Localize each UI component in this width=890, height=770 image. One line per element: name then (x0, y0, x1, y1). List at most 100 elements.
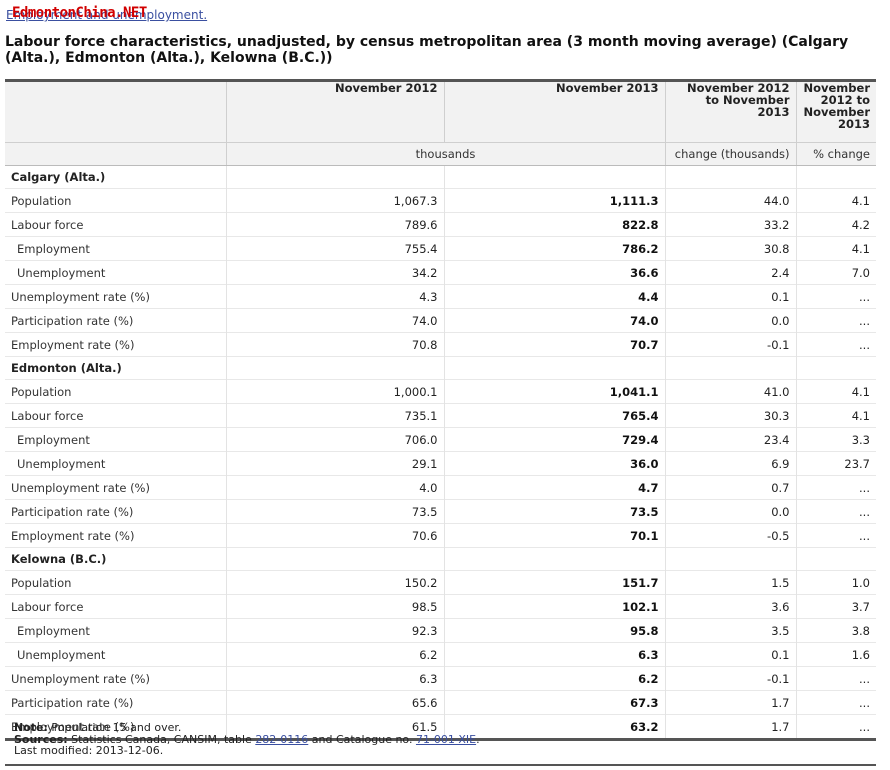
cell-nov-2012: 706.0 (225, 427, 444, 452)
cell-change: 0.0 (664, 499, 796, 524)
row-label: Participation rate (%) (5, 308, 226, 333)
cell-change: 1.7 (664, 714, 796, 741)
table-row: Participation rate (%) 65.6 67.3 1.7... (5, 690, 876, 715)
cell-nov-2013: 74.0 (443, 308, 665, 333)
note-label: Note: (14, 721, 48, 734)
footnote: Note: Population 15 and over. Sources: S… (14, 722, 480, 757)
table-row: Employment rate (%) 70.6 70.1 -0.5... (5, 523, 876, 548)
cell-nov-2012: 755.4 (225, 236, 444, 261)
breadcrumb-link[interactable]: Employment and unemployment. (6, 8, 208, 22)
row-label: Labour force (5, 403, 226, 428)
table-row: Unemployment rate (%) 4.3 4.4 0.1... (5, 284, 876, 309)
cell-nov-2012: 34.2 (225, 260, 444, 285)
catalogue-link[interactable]: 71-001-XIE (415, 732, 477, 746)
row-label: Employment rate (%) (5, 332, 226, 357)
units-row: thousands change (thousands) % change (5, 142, 876, 166)
table-row: Unemployment 34.2 36.6 2.4 7.0 (5, 260, 876, 285)
cell-nov-2013: 786.2 (443, 236, 665, 261)
sources-label: Sources: (14, 732, 68, 746)
cell-nov-2013: 67.3 (443, 690, 665, 715)
cell-change: 41.0 (664, 379, 796, 404)
cell-change: 0.1 (664, 284, 796, 309)
cell-nov-2013: 765.4 (443, 403, 665, 428)
cell-change: 33.2 (664, 212, 796, 237)
cell-pct-change: ... (795, 666, 876, 691)
cell-nov-2012: 789.6 (225, 212, 444, 237)
cell-pct-change: 1.0 (795, 570, 876, 595)
cell-pct-change: 4.1 (795, 236, 876, 261)
cell-nov-2013: 4.7 (443, 475, 665, 500)
cell-pct-change: 3.8 (795, 618, 876, 643)
col-header-nov-2012: November 2012 (225, 79, 444, 143)
cell-pct-change: ... (795, 308, 876, 333)
cell-nov-2012: 61.5 (225, 714, 444, 741)
cell-nov-2013: 729.4 (443, 427, 665, 452)
table-row: Employment 706.0 729.4 23.4 3.3 (5, 427, 876, 452)
cell-change: 0.1 (664, 642, 796, 667)
units-change: change (thousands) (664, 142, 796, 166)
cell-nov-2013: 1,041.1 (443, 379, 665, 404)
table-row: Labour force 789.6 822.8 33.2 4.2 (5, 212, 876, 237)
group-empty-cell (225, 356, 444, 380)
cell-nov-2012: 70.6 (225, 523, 444, 548)
cell-nov-2013: 70.7 (443, 332, 665, 357)
cell-nov-2012: 735.1 (225, 403, 444, 428)
cell-pct-change: 3.3 (795, 427, 876, 452)
group-empty-cell (225, 165, 444, 189)
units-level: thousands (225, 142, 665, 166)
row-label: Employment (5, 618, 226, 643)
cell-nov-2012: 65.6 (225, 690, 444, 715)
table-row: Population 150.2 151.7 1.5 1.0 (5, 570, 876, 595)
row-label: Participation rate (%) (5, 690, 226, 715)
group-empty-cell (795, 356, 876, 380)
cell-pct-change: 4.1 (795, 379, 876, 404)
bottom-rule (5, 764, 876, 766)
table-row: Unemployment rate (%) 6.3 6.2 -0.1... (5, 666, 876, 691)
col-header-change: November 2012 to November 2013 (664, 79, 796, 143)
cell-nov-2012: 98.5 (225, 594, 444, 619)
row-label: Unemployment rate (%) (5, 666, 226, 691)
group-empty-cell (443, 547, 665, 571)
table-row: Employment rate (%) 70.8 70.7 -0.1... (5, 332, 876, 357)
row-label: Employment rate (%) (5, 714, 226, 741)
sources-text-2: and Catalogue no. (311, 732, 413, 746)
labour-force-table: November 2012 November 2013 November 201… (5, 79, 876, 741)
cell-change: 3.6 (664, 594, 796, 619)
cell-change: 2.4 (664, 260, 796, 285)
cell-nov-2013: 36.6 (443, 260, 665, 285)
sources-text-1: Statistics Canada, CANSIM, table (71, 732, 252, 746)
table-body: Calgary (Alta.) Population 1,067.3 1,111.3 4… (5, 165, 876, 741)
group-empty-cell (795, 165, 876, 189)
group-row: Edmonton (Alta.) (5, 356, 876, 380)
cell-nov-2013: 4.4 (443, 284, 665, 309)
group-empty-cell (664, 356, 796, 380)
cell-pct-change: ... (795, 499, 876, 524)
cell-pct-change: 3.7 (795, 594, 876, 619)
cell-nov-2013: 70.1 (443, 523, 665, 548)
cell-change: 0.0 (664, 308, 796, 333)
sources-line: Sources: Statistics Canada, CANSIM, tabl… (14, 732, 480, 746)
cansim-table-link[interactable]: 282-0116 (255, 732, 309, 746)
group-row: Calgary (Alta.) (5, 165, 876, 189)
cell-nov-2012: 4.0 (225, 475, 444, 500)
row-label: Labour force (5, 212, 226, 237)
table-row: Unemployment 6.2 6.3 0.1 1.6 (5, 642, 876, 667)
cell-pct-change: ... (795, 523, 876, 548)
row-label: Unemployment (5, 260, 226, 285)
row-label: Employment (5, 236, 226, 261)
table-row: Unemployment 29.1 36.0 6.9 23.7 (5, 451, 876, 476)
table-row: Labour force 735.1 765.4 30.3 4.1 (5, 403, 876, 428)
header-row: November 2012 November 2013 November 201… (5, 79, 876, 143)
group-empty-cell (664, 547, 796, 571)
cell-change: 1.7 (664, 690, 796, 715)
col-header-pct-change: November 2012 to November 2013 (795, 79, 876, 143)
cell-nov-2013: 6.2 (443, 666, 665, 691)
table-row: Employment 755.4 786.2 30.8 4.1 (5, 236, 876, 261)
cell-pct-change: ... (795, 475, 876, 500)
watermark-logo: EdmontonChina.NET (12, 5, 147, 21)
group-empty-cell (443, 165, 665, 189)
note-line: Note: Population 15 and over. (14, 722, 480, 734)
row-label: Unemployment (5, 642, 226, 667)
cell-change: 23.4 (664, 427, 796, 452)
row-label: Population (5, 379, 226, 404)
